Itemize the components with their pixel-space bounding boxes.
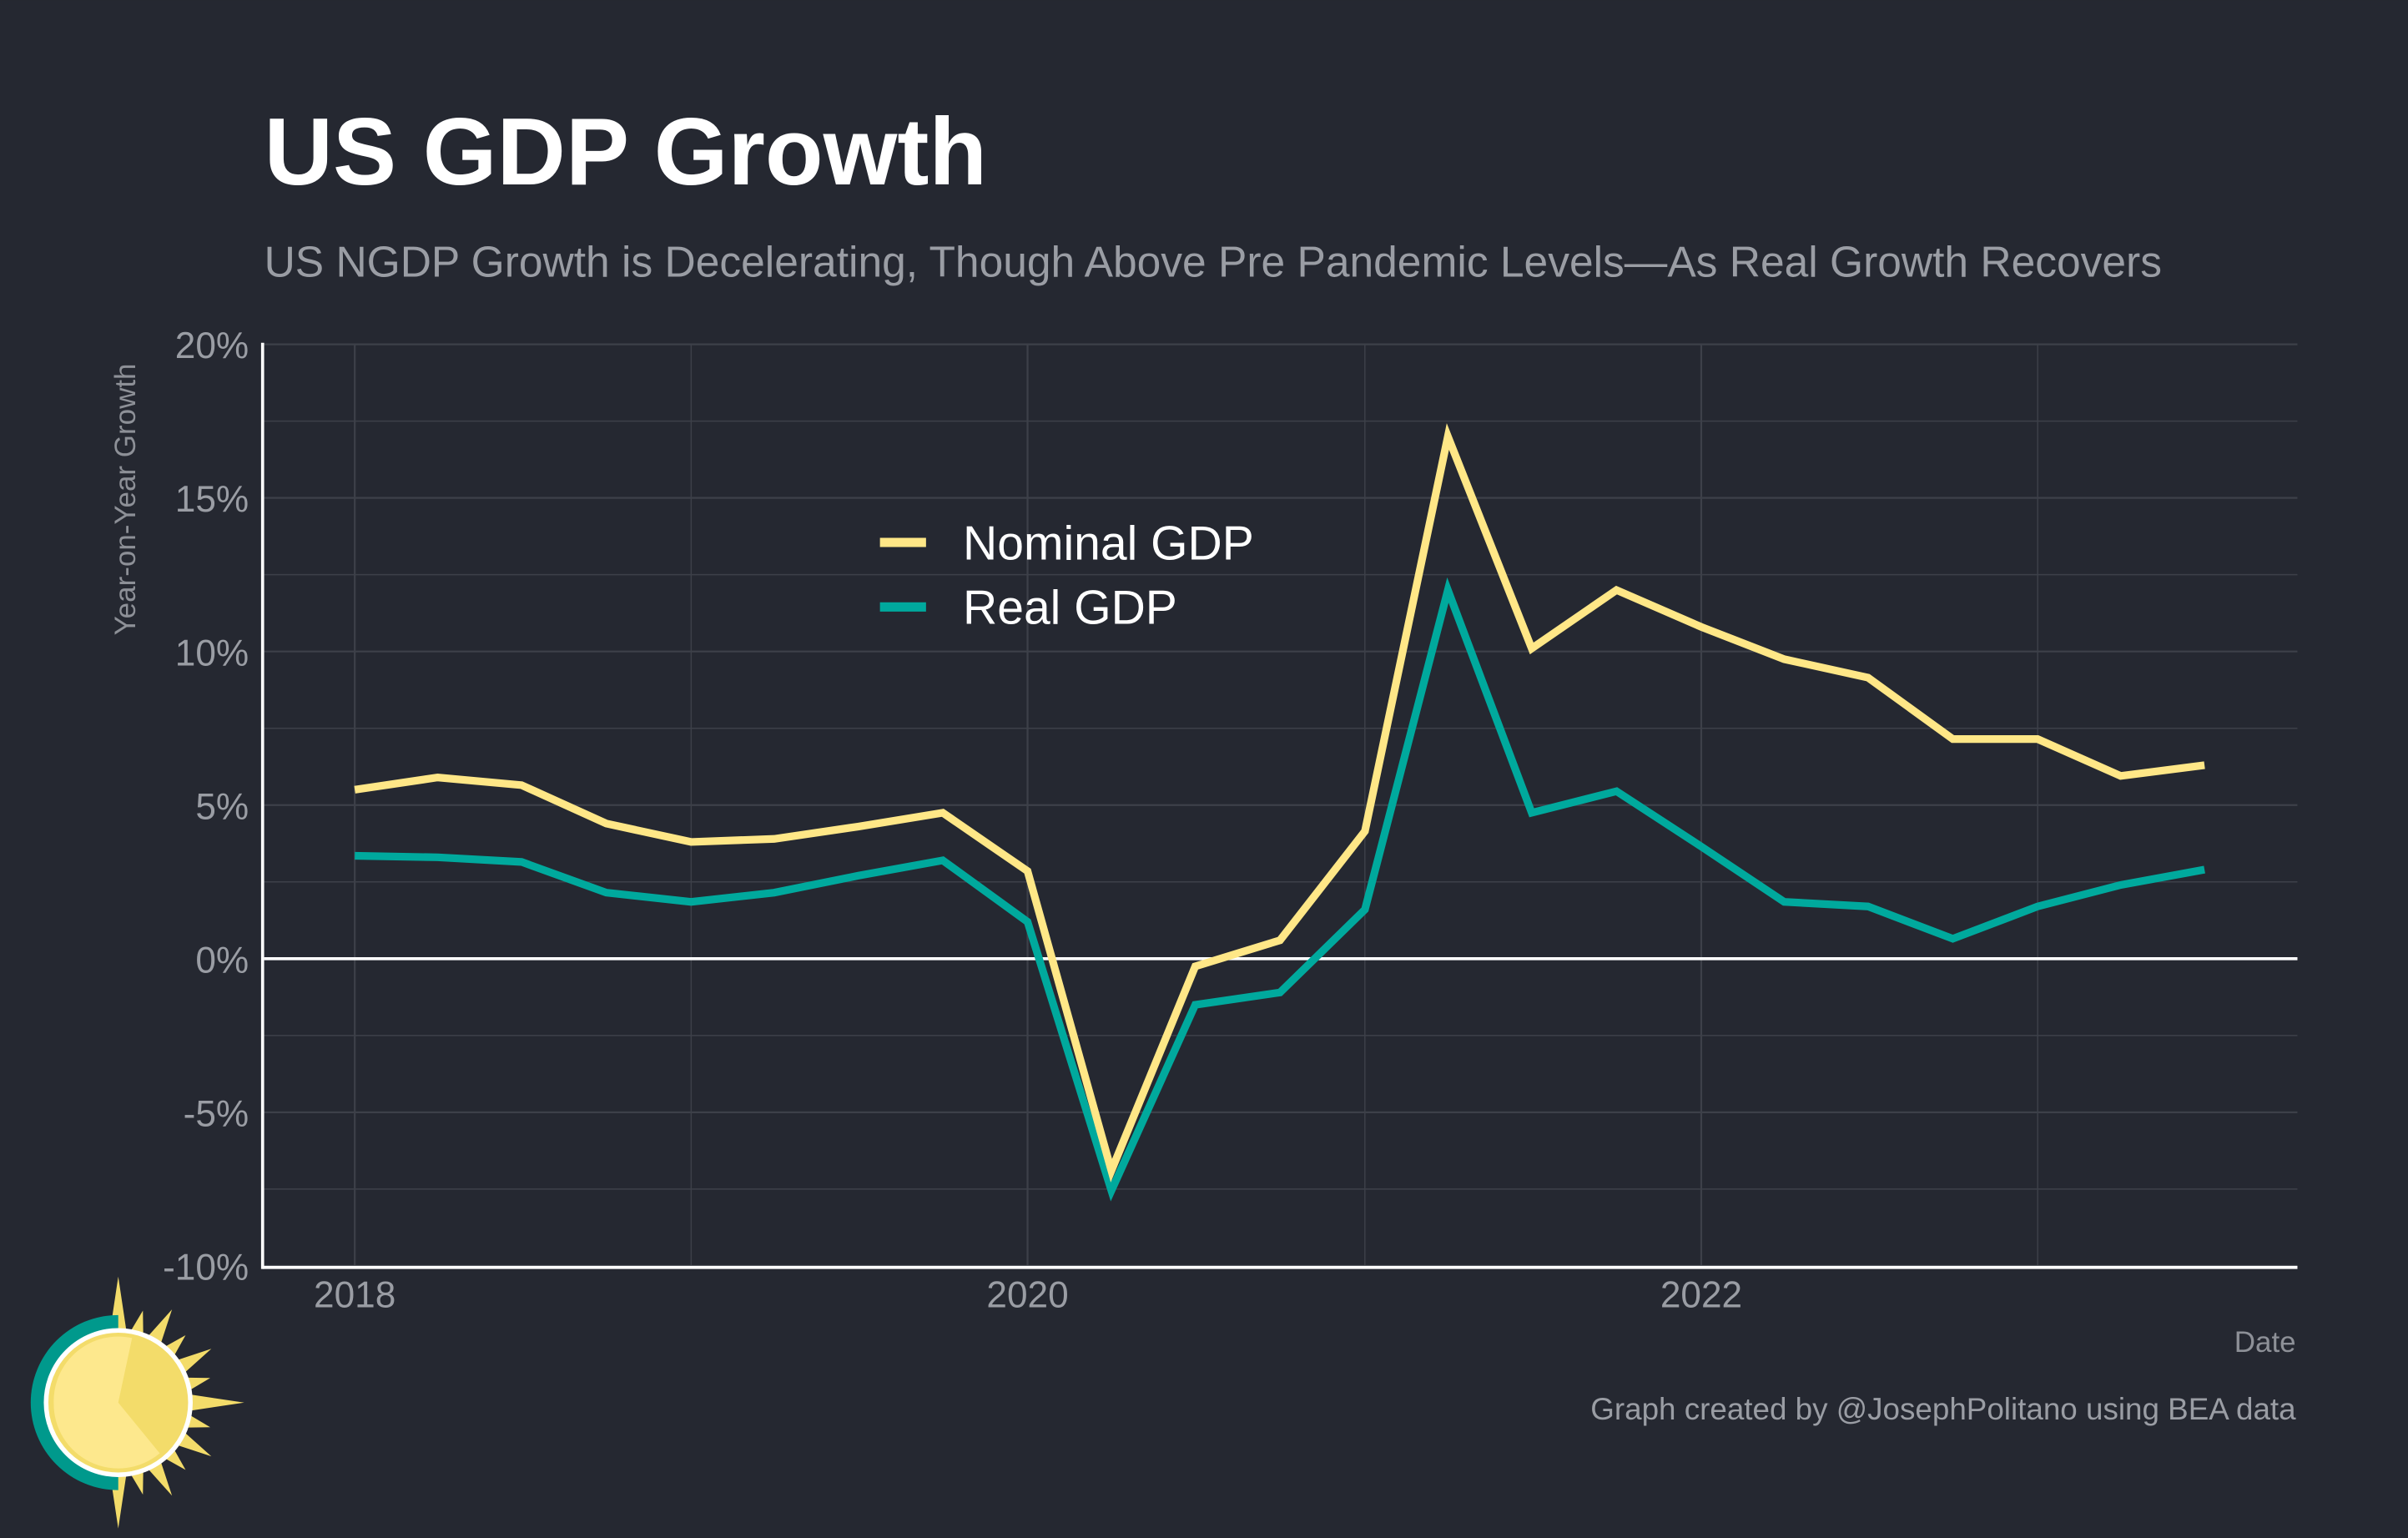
chart-title: US GDP Growth bbox=[264, 99, 987, 205]
grid bbox=[264, 343, 2298, 1268]
legend-label-real: Real GDP bbox=[963, 582, 1177, 635]
y-tick-labels: -10% -5% 0% 5% 10% 15% 20% bbox=[163, 325, 249, 1288]
x-tick-label: 2018 bbox=[314, 1275, 395, 1316]
chart-subtitle: US NGDP Growth is Decelerating, Though A… bbox=[264, 238, 2162, 286]
x-axis-label: Date bbox=[2234, 1326, 2296, 1359]
y-tick-label: 5% bbox=[195, 786, 249, 827]
sun-ray bbox=[179, 1393, 244, 1413]
series-group bbox=[354, 423, 2205, 1202]
x-tick-label: 2022 bbox=[1660, 1275, 1742, 1316]
y-tick-label: 10% bbox=[175, 633, 249, 673]
y-tick-label: 15% bbox=[175, 479, 249, 520]
legend-label-nominal: Nominal GDP bbox=[963, 517, 1254, 570]
legend: Nominal GDP Real GDP bbox=[879, 517, 1254, 635]
y-tick-label: -5% bbox=[184, 1093, 249, 1134]
x-tick-label: 2020 bbox=[986, 1275, 1068, 1316]
y-tick-label: -10% bbox=[163, 1247, 249, 1288]
caption: Graph created by @JosephPolitano using B… bbox=[1590, 1392, 2296, 1426]
y-tick-label: 0% bbox=[195, 940, 249, 981]
sun-icon bbox=[30, 1276, 244, 1529]
series-line-real-gdp bbox=[355, 577, 2205, 1202]
y-axis-label: Year-on-Year Growth bbox=[109, 364, 142, 636]
y-tick-label: 20% bbox=[175, 325, 249, 366]
x-tick-labels: 2018 2020 2022 bbox=[314, 1275, 1742, 1316]
series-line-nominal-gdp bbox=[354, 423, 2205, 1182]
